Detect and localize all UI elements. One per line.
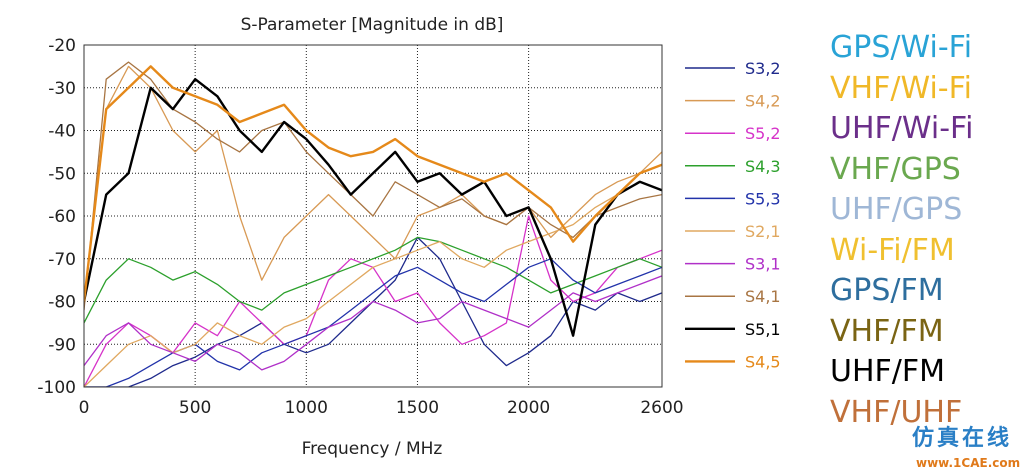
y-tick-label: -90: [48, 335, 76, 355]
legend-label: S5,3: [745, 189, 781, 208]
watermark-cn: 仿真在线: [912, 426, 1013, 451]
y-tick-label: -30: [48, 79, 76, 99]
series-line-S4-1: [84, 61, 662, 311]
pair-label: VHF/GPS: [830, 151, 961, 187]
x-tick-label: 1000: [285, 398, 328, 418]
pair-label: UHF/Wi-Fi: [830, 111, 974, 146]
legend-label: S5,2: [745, 124, 781, 143]
pair-label: VHF/Wi-Fi: [830, 70, 973, 106]
pair-label: UHF/GPS: [830, 192, 963, 227]
legend-label: S4,1: [745, 287, 781, 306]
pair-label: VHF/UHF: [830, 394, 963, 430]
x-tick-label: 2000: [507, 398, 550, 418]
y-tick-label: -20: [48, 36, 76, 56]
y-tick-label: -60: [48, 207, 76, 227]
pair-label-list: GPS/Wi-Fi VHF/Wi-Fi UHF/Wi-Fi VHF/GPS UHF/GP…: [830, 28, 1020, 433]
series-line-S4-3: [84, 236, 662, 324]
watermark: 仿真在线 www.1CAE.com: [912, 420, 1020, 471]
series-line-S2-1: [84, 164, 662, 387]
series-line-S5-1: [84, 77, 662, 337]
pair-label: GPS/Wi-Fi: [830, 30, 973, 65]
y-tick-label: -50: [48, 164, 76, 184]
y-tick-label: -70: [48, 250, 76, 270]
series-lines: [84, 61, 662, 387]
legend-label: S5,1: [745, 320, 781, 339]
legend-label: S2,1: [745, 222, 781, 241]
y-tick-label: -100: [37, 378, 76, 398]
x-tick-label: 500: [179, 398, 211, 418]
legend-label: S4,3: [745, 157, 781, 176]
legend-label: S4,2: [745, 92, 781, 111]
watermark-en: www.1CAE.com: [916, 456, 1021, 470]
y-axis-ticks: -20 -30 -40 -50 -60 -70 -80 -90 -100: [37, 36, 76, 398]
y-tick-label: -80: [48, 293, 76, 313]
chart-title: S-Parameter [Magnitude in dB]: [241, 15, 504, 35]
legend: S3,2 S4,2 S5,2 S4,3 S5,3 S2,1 S3,1 S4,1 S5,1 S4,5: [685, 59, 781, 371]
plot-area: [83, 44, 663, 388]
series-line-S4-5: [84, 65, 662, 302]
x-axis-ticks: 0 500 1000 1500 2000 2600: [79, 398, 684, 418]
x-tick-label: 0: [79, 398, 90, 418]
x-tick-label: 2600: [640, 398, 683, 418]
legend-label: S3,2: [745, 59, 781, 78]
pair-label: VHF/FM: [830, 313, 944, 349]
x-axis-label: Frequency / MHz: [302, 439, 443, 459]
y-tick-label: -40: [48, 122, 76, 142]
series-line-S4-2: [84, 65, 662, 302]
pair-label: UHF/FM: [830, 354, 946, 389]
pair-label: Wi-Fi/FM: [830, 232, 955, 268]
pair-label: GPS/FM: [830, 273, 944, 308]
legend-label: S3,1: [745, 255, 781, 274]
series-line-S3-2: [84, 236, 662, 387]
legend-label: S4,5: [745, 352, 781, 371]
x-tick-label: 1500: [396, 398, 439, 418]
series-line-S3-1: [84, 275, 662, 371]
